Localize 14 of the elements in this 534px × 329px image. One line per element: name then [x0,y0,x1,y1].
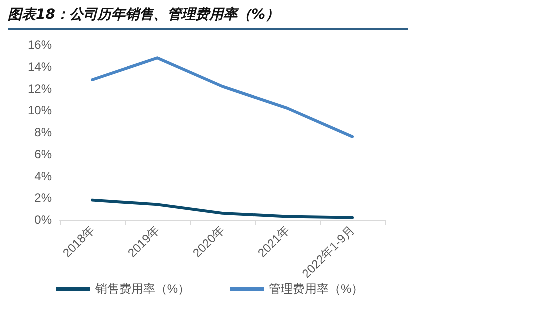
y-tick-label: 10% [28,104,52,118]
y-tick-label: 12% [28,82,52,96]
y-tick-label: 8% [34,126,52,140]
chart-title: 图表18：公司历年销售、管理费用率（%） [8,6,408,30]
y-tick-label: 0% [34,213,52,227]
legend-label: 销售费用率（%） [94,282,190,296]
y-tick-label: 6% [34,147,52,162]
y-tick-label: 4% [34,169,52,184]
legend-label: 管理费用率（%） [269,282,364,296]
y-tick-label: 2% [34,191,52,206]
line-series [91,198,354,220]
line-series [91,56,354,138]
y-tick-label: 14% [28,60,52,74]
y-tick-label: 16% [28,38,52,52]
